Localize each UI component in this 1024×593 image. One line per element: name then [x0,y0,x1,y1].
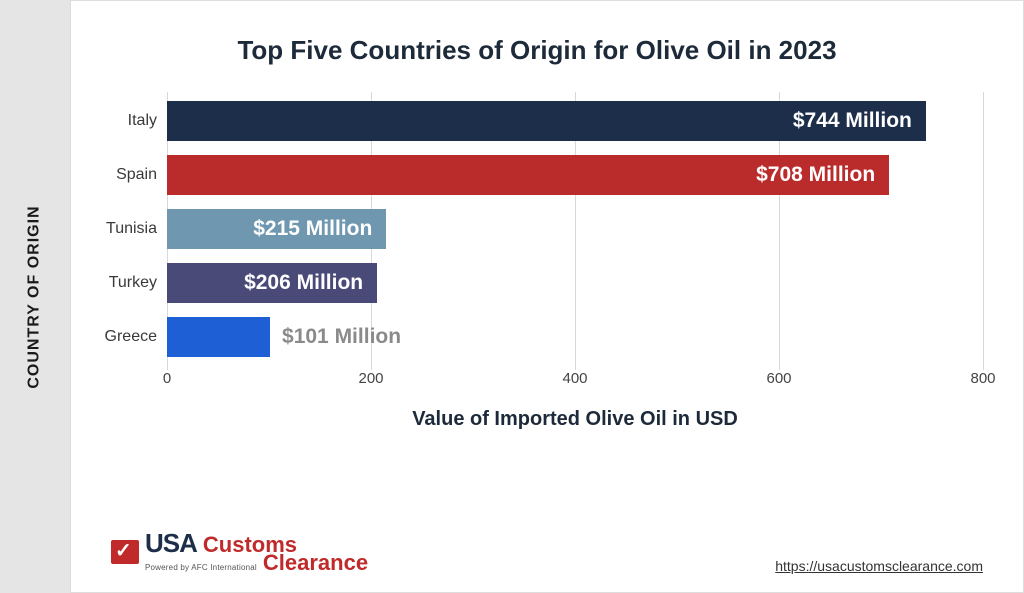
category-labels: Italy Spain Tunisia Turkey Greece [91,94,167,398]
plot-area: $744 Million $708 Million $215 Million $206… [167,94,983,364]
bar-row: $744 Million [167,94,983,148]
page-root: COUNTRY OF ORIGIN Top Five Countries of … [0,0,1024,593]
x-tick: 200 [358,370,383,387]
category-label: Tunisia [91,202,167,256]
bar-value: $206 Million [244,271,363,295]
bars-container: $744 Million $708 Million $215 Million $206… [167,94,983,364]
chart-footer: USA Customs Powered by AFC International… [111,530,983,574]
source-link[interactable]: https://usacustomsclearance.com [775,558,983,574]
bar-value: $101 Million [282,325,401,349]
brand-subline: Powered by AFC International [145,564,257,572]
x-axis: 0200400600800 [167,370,983,398]
chart-panel: Top Five Countries of Origin for Olive O… [70,0,1024,593]
bar-row: $206 Million [167,256,983,310]
y-axis-label: COUNTRY OF ORIGIN [26,205,44,388]
bar: $101 Million [167,317,270,357]
brand-clearance-text: Clearance [263,552,368,574]
checkbox-icon [111,540,139,564]
bar-value: $744 Million [793,109,912,133]
bar-row: $101 Million [167,310,983,364]
category-label: Spain [91,148,167,202]
gridline [983,92,984,370]
bar-value: $215 Million [253,217,372,241]
brand-logo: USA Customs Powered by AFC International… [111,530,368,574]
category-label: Turkey [91,256,167,310]
plot-column: $744 Million $708 Million $215 Million $206… [167,94,983,398]
chart-body: Italy Spain Tunisia Turkey Greece $744 M… [91,94,983,398]
chart-title: Top Five Countries of Origin for Olive O… [91,35,983,66]
bar: $206 Million [167,263,377,303]
category-label: Italy [91,94,167,148]
x-tick: 800 [970,370,995,387]
bar: $215 Million [167,209,386,249]
x-tick: 400 [562,370,587,387]
x-axis-label: Value of Imported Olive Oil in USD [167,408,983,431]
bar: $708 Million [167,155,889,195]
bar-row: $215 Million [167,202,983,256]
x-tick: 0 [163,370,171,387]
brand-usa-text: USA [145,530,197,556]
bar: $744 Million [167,101,926,141]
bar-row: $708 Million [167,148,983,202]
y-axis-region: COUNTRY OF ORIGIN [0,0,70,593]
bar-value: $708 Million [756,163,875,187]
category-label: Greece [91,310,167,364]
x-tick: 600 [766,370,791,387]
brand-text: USA Customs Powered by AFC International… [145,530,368,574]
